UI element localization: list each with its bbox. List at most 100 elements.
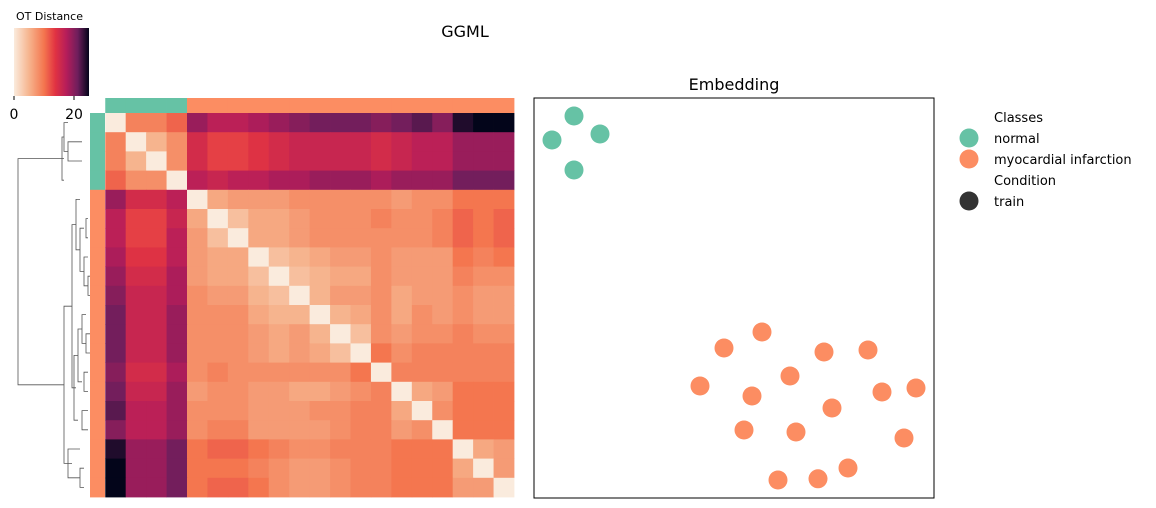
heatmap-cell	[350, 381, 372, 402]
col-class-cell	[227, 98, 249, 113]
heatmap-cell	[330, 151, 351, 171]
heatmap-cell	[452, 285, 474, 306]
dendrogram-link	[81, 410, 88, 431]
heatmap-cell	[452, 151, 474, 171]
heatmap-cell	[493, 189, 515, 210]
heatmap-cell	[227, 113, 249, 133]
heatmap-cell	[146, 113, 167, 133]
heatmap-cell	[452, 324, 474, 344]
dendrogram-link	[63, 122, 68, 152]
heatmap-cell	[166, 189, 188, 210]
heatmap-cell	[166, 113, 188, 133]
heatmap-cell	[330, 324, 351, 344]
dendrogram-link	[87, 275, 90, 296]
heatmap-cell	[207, 132, 229, 152]
heatmap-cell	[473, 132, 494, 152]
row-class-cell	[90, 305, 105, 325]
heatmap-cell	[105, 458, 127, 479]
heatmap-cell	[268, 132, 290, 152]
heatmap-cell	[166, 228, 188, 248]
heatmap-cell	[309, 151, 331, 171]
heatmap-cell	[187, 113, 208, 133]
heatmap-cell	[350, 228, 372, 248]
heatmap-cell	[391, 401, 413, 421]
heatmap-cell	[248, 362, 270, 383]
heatmap-cell	[268, 439, 290, 459]
heatmap-cell	[227, 401, 249, 421]
heatmap-cell	[473, 362, 494, 383]
heatmap-cell	[309, 324, 331, 344]
row-class-cell	[90, 381, 105, 402]
heatmap-cell	[411, 228, 433, 248]
heatmap-cell	[330, 189, 351, 210]
row-class-cell	[90, 458, 105, 479]
heatmap-cell	[105, 285, 127, 306]
col-class-cell	[432, 98, 454, 113]
heatmap-cell	[187, 285, 208, 306]
heatmap-cell	[370, 228, 392, 248]
heatmap-cell	[268, 343, 290, 363]
col-class-cell	[268, 98, 290, 113]
heatmap-cell	[105, 228, 127, 248]
heatmap-cell	[452, 362, 474, 383]
heatmap-cell	[432, 458, 454, 479]
heatmap-cell	[411, 401, 433, 421]
heatmap-cell	[146, 247, 167, 267]
heatmap-cell	[350, 247, 372, 267]
heatmap-cell	[493, 151, 515, 171]
heatmap-cell	[227, 381, 249, 402]
heatmap-cell	[146, 324, 167, 344]
heatmap-cell	[370, 305, 392, 325]
heatmap-cell	[105, 209, 127, 229]
heatmap-cell	[146, 305, 167, 325]
heatmap-cell	[105, 420, 127, 440]
row-class-cell	[90, 343, 105, 363]
row-class-cell	[90, 247, 105, 267]
heatmap-cell	[411, 151, 433, 171]
heatmap-cell	[187, 170, 208, 191]
heatmap-cell	[125, 266, 147, 287]
scatter-point	[814, 342, 834, 362]
heatmap-cell	[411, 324, 433, 344]
heatmap-cell	[370, 151, 392, 171]
heatmap-cell	[309, 420, 331, 440]
row-dendrogram	[17, 122, 90, 488]
heatmap-cell	[166, 285, 188, 306]
heatmap-cell	[350, 113, 372, 133]
heatmap-cell	[370, 420, 392, 440]
heatmap-cell	[370, 362, 392, 383]
heatmap-cell	[452, 209, 474, 229]
heatmap-cell	[125, 151, 147, 171]
heatmap-cell	[452, 458, 474, 479]
heatmap-cell	[432, 209, 454, 229]
heatmap-cell	[309, 266, 331, 287]
heatmap-cell	[350, 305, 372, 325]
heatmap-cell	[452, 381, 474, 402]
heatmap-cell	[268, 420, 290, 440]
heatmap-cell	[248, 401, 270, 421]
heatmap-cell	[146, 132, 167, 152]
heatmap-cell	[493, 247, 515, 267]
row-class-colors	[90, 113, 105, 498]
heatmap-cell	[248, 132, 270, 152]
heatmap-cell	[370, 439, 392, 459]
heatmap-cell	[309, 113, 331, 133]
row-class-cell	[90, 401, 105, 421]
embedding-title: Embedding	[689, 75, 780, 94]
col-class-cell	[350, 98, 372, 113]
heatmap-cell	[473, 285, 494, 306]
heatmap-cell	[350, 209, 372, 229]
heatmap-cell	[187, 477, 208, 498]
heatmap-cell	[125, 170, 147, 191]
heatmap-cell	[248, 439, 270, 459]
heatmap-cell	[289, 401, 311, 421]
row-class-cell	[90, 189, 105, 210]
heatmap-cell	[268, 170, 290, 191]
heatmap-cell	[187, 247, 208, 267]
heatmap-cell	[411, 477, 433, 498]
heatmap-cell	[289, 381, 311, 402]
heatmap-cell	[493, 285, 515, 306]
heatmap-cell	[350, 189, 372, 210]
heatmap-cell	[207, 151, 229, 171]
